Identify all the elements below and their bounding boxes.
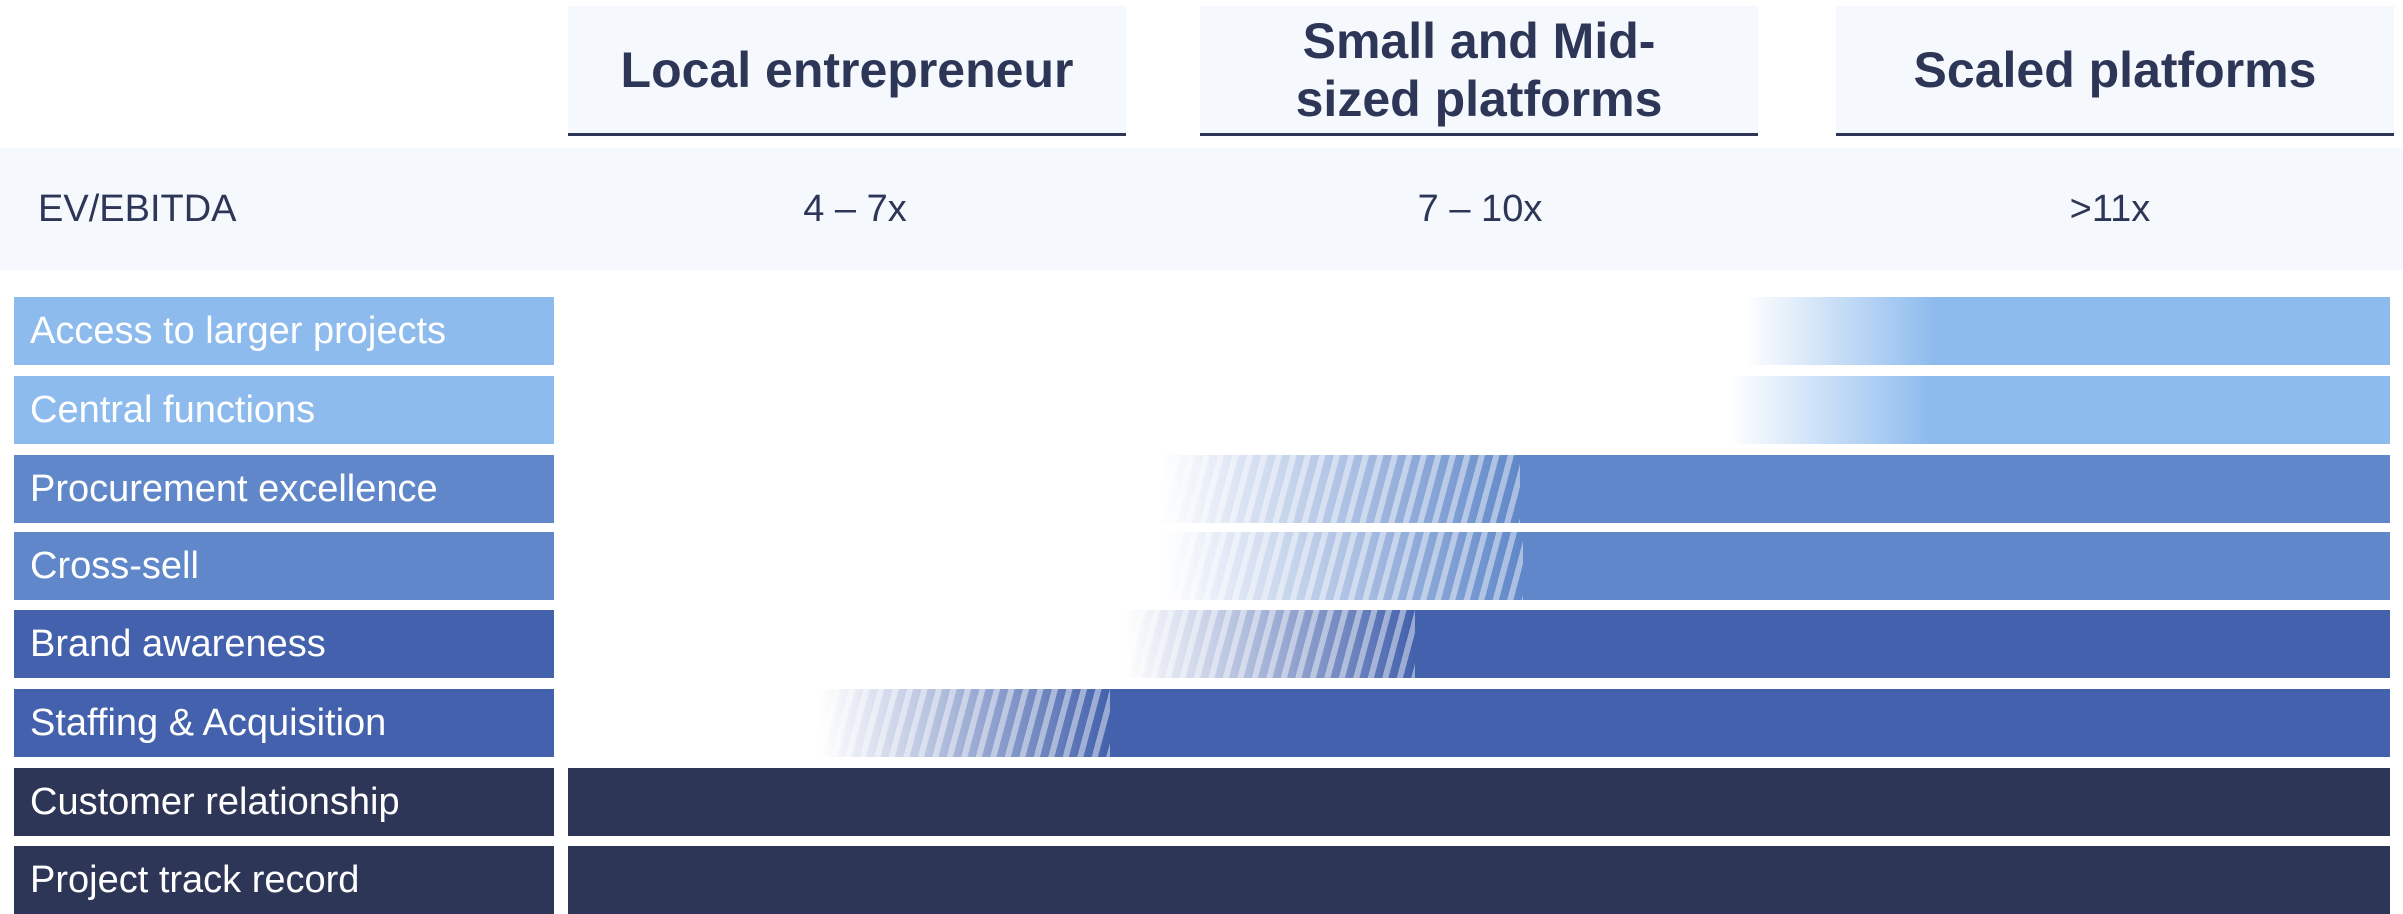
column-header-label: Scaled platforms	[1913, 41, 2317, 98]
row-label: Customer relationship	[14, 768, 554, 836]
row-label: Access to larger projects	[14, 297, 554, 365]
row-label: Cross-sell	[14, 532, 554, 600]
capability-bar	[568, 846, 2390, 914]
capability-bar	[1730, 376, 2390, 444]
capability-bar	[1125, 610, 2390, 678]
capability-row-brand-awareness: Brand awareness	[14, 610, 2390, 678]
capability-bar	[1160, 455, 2390, 523]
capability-row-cross-sell: Cross-sell	[14, 532, 2390, 600]
capability-row-access-to-larger-projects: Access to larger projects	[14, 297, 2390, 365]
column-header-label: Small and Mid-sized platforms	[1295, 12, 1663, 127]
column-header-small-mid-platforms: Small and Mid-sized platforms	[1200, 6, 1758, 136]
capability-row-central-functions: Central functions	[14, 376, 2390, 444]
valuation-value-scaled: >11x	[2069, 188, 2151, 230]
row-label: Staffing & Acquisition	[14, 689, 554, 757]
column-header-local-entrepreneur: Local entrepreneur	[568, 6, 1126, 136]
valuation-value-mid: 7 – 10x	[1417, 188, 1543, 230]
capability-row-project-track-record: Project track record	[14, 846, 2390, 914]
valuation-label: EV/EBITDA	[38, 188, 237, 230]
row-label: Central functions	[14, 376, 554, 444]
row-label: Procurement excellence	[14, 455, 554, 523]
capability-bar	[568, 768, 2390, 836]
capability-bar	[1163, 532, 2390, 600]
capability-row-procurement-excellence: Procurement excellence	[14, 455, 2390, 523]
valuation-band	[0, 148, 2403, 270]
column-header-scaled-platforms: Scaled platforms	[1836, 6, 2394, 136]
row-label: Brand awareness	[14, 610, 554, 678]
capability-bar	[820, 689, 2390, 757]
row-label: Project track record	[14, 846, 554, 914]
capability-bar	[1745, 297, 2390, 365]
capability-row-customer-relationship: Customer relationship	[14, 768, 2390, 836]
valuation-value-local: 4 – 7x	[803, 188, 907, 230]
column-header-label: Local entrepreneur	[620, 41, 1074, 98]
capability-row-staffing-acquisition: Staffing & Acquisition	[14, 689, 2390, 757]
